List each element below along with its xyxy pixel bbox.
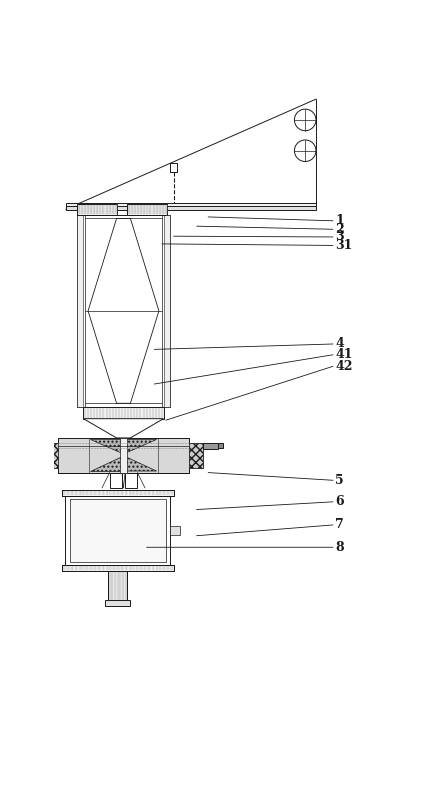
Bar	[62, 490, 173, 495]
Bar	[44, 442, 58, 468]
Text: 4: 4	[335, 337, 344, 350]
Polygon shape	[125, 457, 156, 471]
Text: 7: 7	[335, 518, 344, 531]
Bar	[189, 442, 203, 468]
Text: 1: 1	[335, 214, 344, 227]
Bar	[189, 442, 203, 468]
Bar	[164, 214, 170, 407]
Text: 41: 41	[335, 349, 353, 361]
Bar	[218, 443, 223, 448]
Bar	[203, 442, 218, 449]
Text: 6: 6	[335, 495, 344, 508]
Text: 2: 2	[335, 223, 344, 236]
Bar	[125, 472, 137, 488]
Bar	[77, 214, 170, 407]
Bar	[62, 565, 173, 571]
Bar	[65, 495, 170, 565]
Text: 3: 3	[335, 230, 344, 244]
Bar	[77, 204, 117, 214]
Polygon shape	[125, 439, 156, 453]
Bar	[66, 203, 316, 210]
Bar	[170, 526, 180, 535]
Bar	[89, 438, 158, 472]
Bar	[108, 571, 127, 600]
Bar	[170, 163, 177, 172]
Circle shape	[295, 140, 316, 161]
Circle shape	[295, 109, 316, 131]
Bar	[108, 571, 127, 600]
Bar	[44, 442, 58, 468]
Bar	[128, 204, 167, 214]
Bar	[58, 438, 189, 472]
Polygon shape	[83, 418, 164, 438]
Bar	[77, 214, 83, 407]
Polygon shape	[66, 99, 316, 210]
Text: 5: 5	[335, 474, 344, 487]
Bar	[58, 438, 189, 472]
Text: 8: 8	[335, 541, 344, 553]
Bar	[85, 214, 162, 407]
Bar	[105, 600, 130, 606]
Bar	[120, 438, 127, 472]
Bar	[62, 565, 173, 571]
Polygon shape	[91, 439, 122, 453]
Bar	[70, 499, 166, 562]
Bar	[62, 490, 173, 495]
Bar	[110, 472, 122, 488]
Bar	[66, 206, 316, 210]
Bar	[58, 438, 189, 472]
Text: 42: 42	[335, 360, 353, 373]
Text: 31: 31	[335, 239, 353, 252]
Polygon shape	[91, 457, 122, 471]
Bar	[83, 407, 164, 418]
